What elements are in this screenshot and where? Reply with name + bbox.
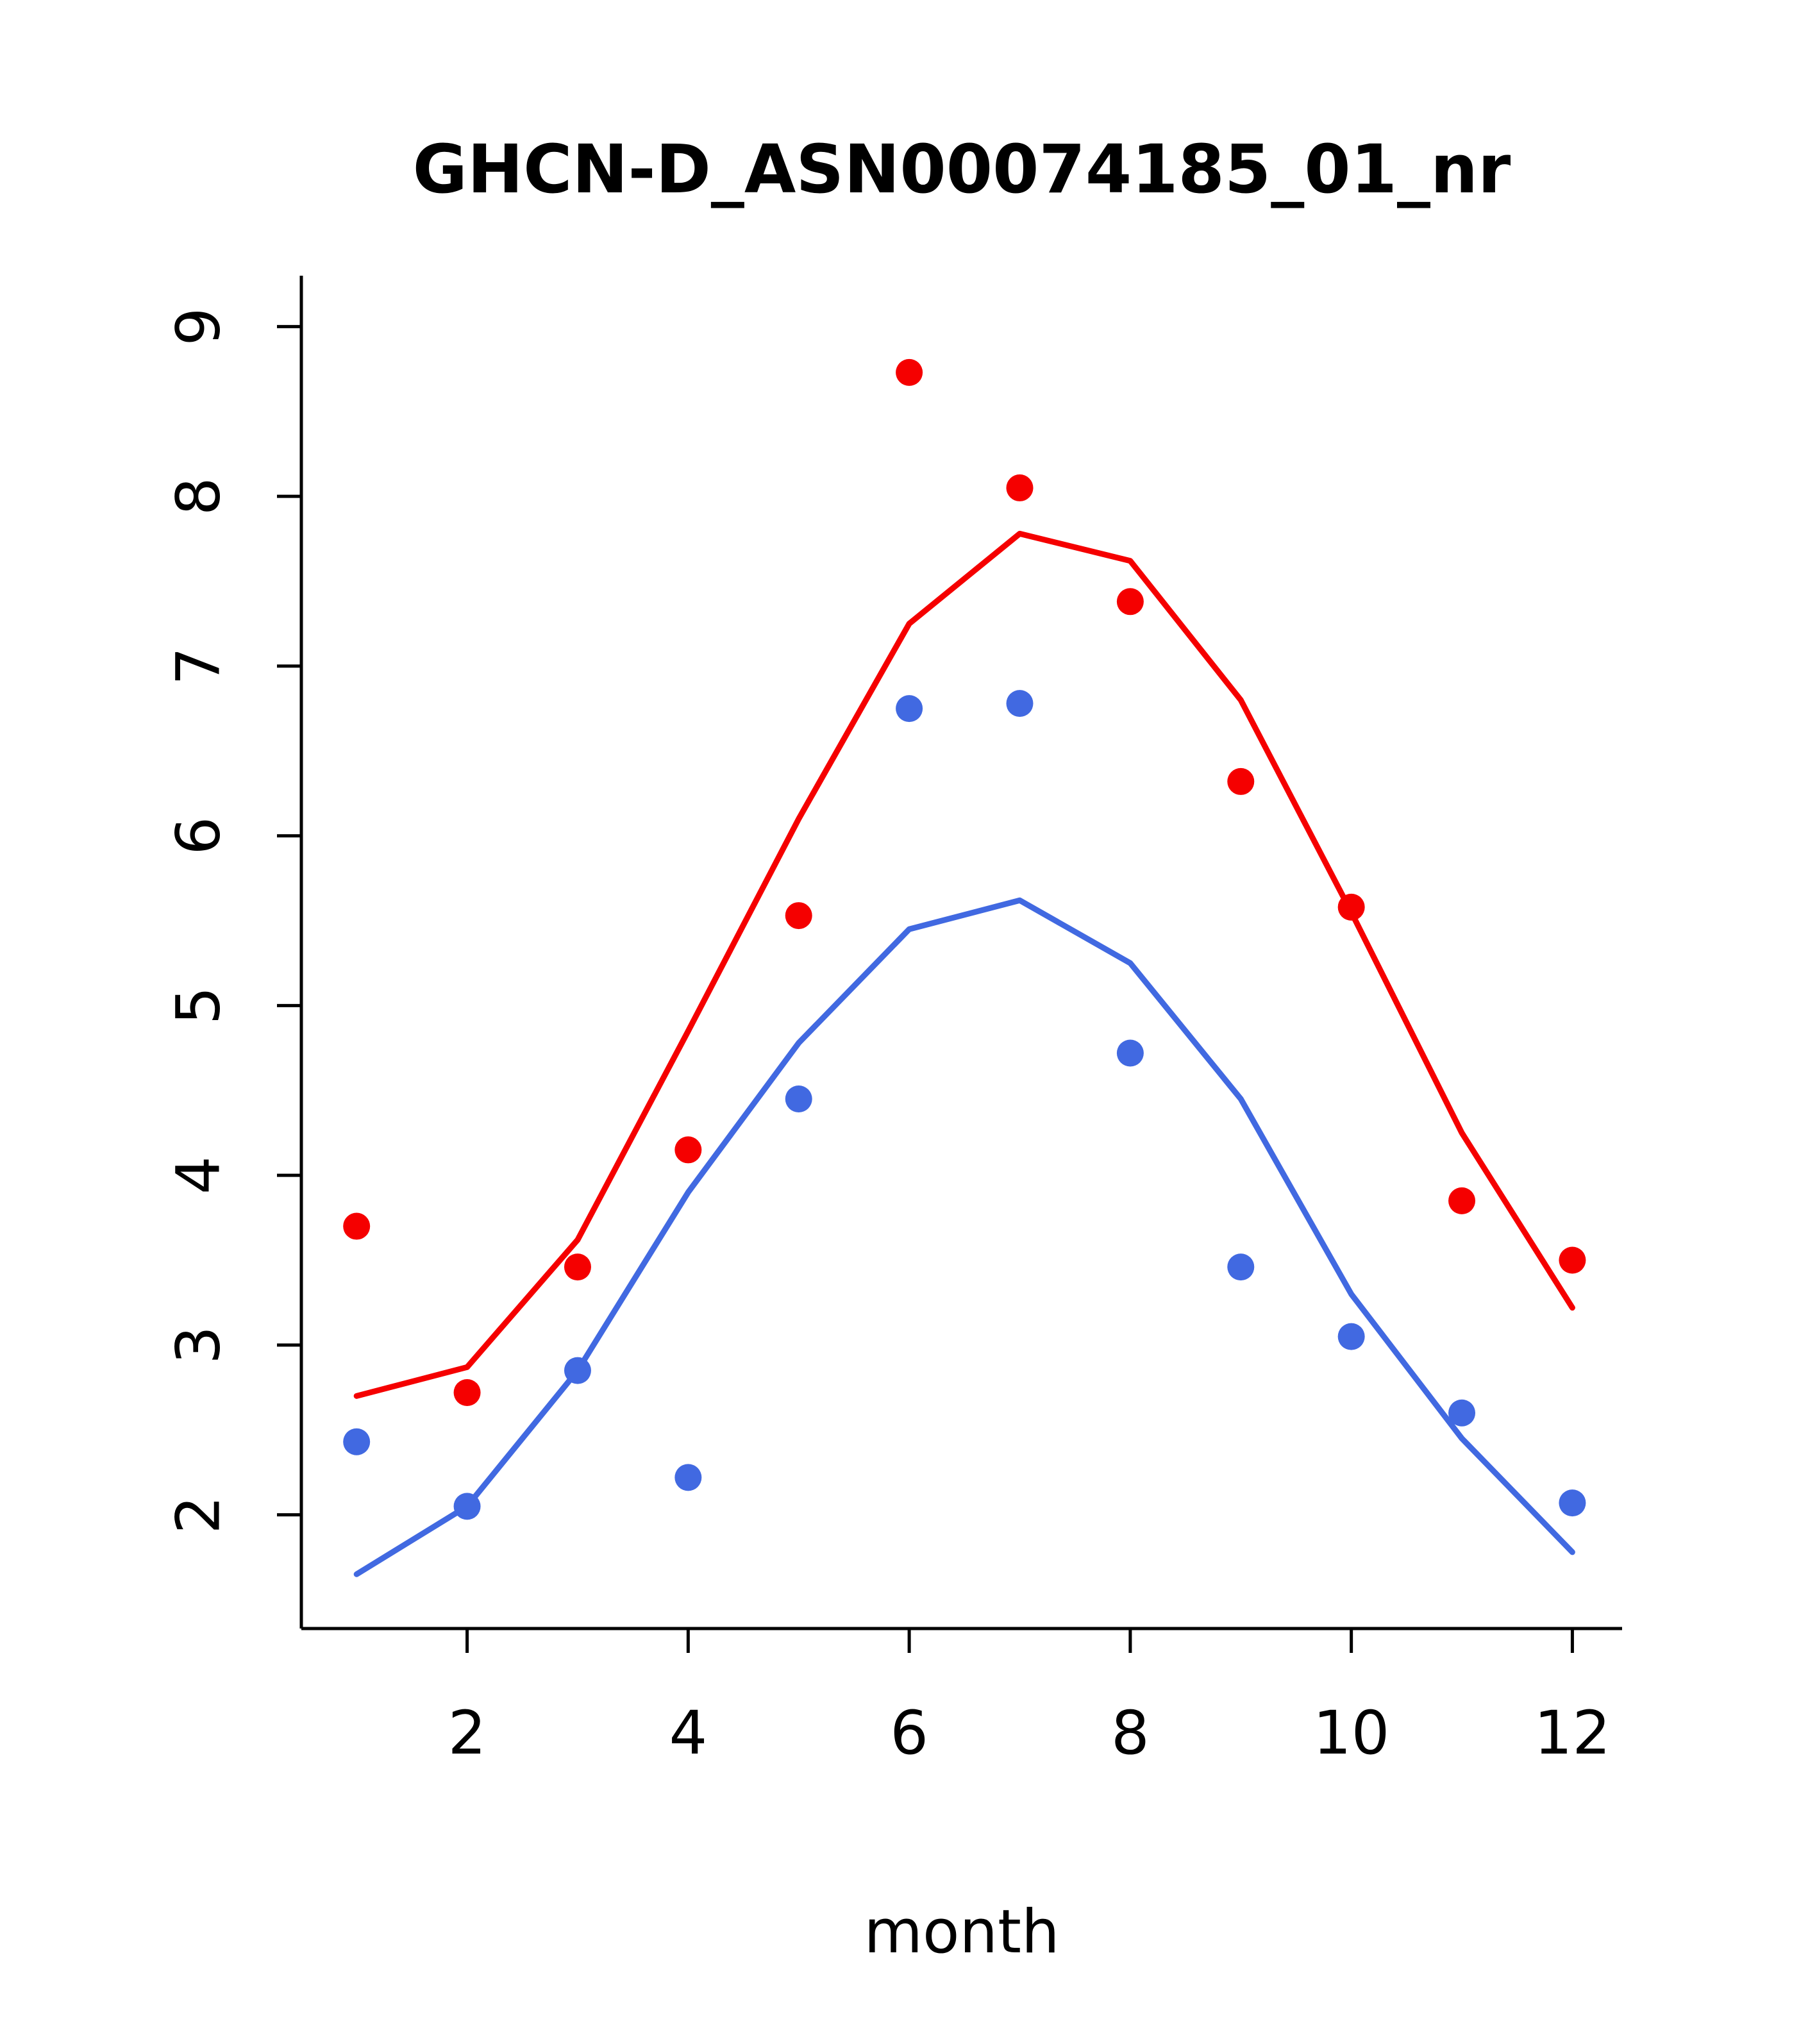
blue-points-marker — [1448, 1399, 1476, 1427]
red-points-marker — [896, 358, 923, 386]
red-points-marker — [564, 1253, 591, 1281]
blue-points-marker — [1559, 1489, 1586, 1517]
red-points-marker — [1448, 1187, 1476, 1214]
blue-points-marker — [1006, 690, 1034, 717]
x-tick-label: 6 — [890, 1698, 928, 1768]
blue-points-marker — [1116, 1039, 1144, 1067]
red-points-marker — [1559, 1246, 1586, 1274]
blue-points-marker — [564, 1357, 591, 1384]
x-axis-label: month — [864, 1897, 1059, 1967]
blue-points-marker — [453, 1493, 481, 1520]
x-tick-label: 2 — [448, 1698, 487, 1768]
red-points-marker — [1006, 474, 1034, 501]
red-points-marker — [453, 1379, 481, 1407]
red-points-marker — [674, 1136, 702, 1164]
x-tick-label: 8 — [1111, 1698, 1150, 1768]
y-tick-label: 7 — [164, 647, 234, 685]
axes — [299, 276, 1622, 1630]
y-tick-label: 8 — [164, 477, 234, 515]
red-points-marker — [1116, 588, 1144, 616]
x-tick-label: 4 — [669, 1698, 707, 1768]
blue-points-marker — [674, 1464, 702, 1491]
blue-points-marker — [1227, 1253, 1255, 1281]
red-points-marker — [785, 902, 812, 930]
red-line — [353, 530, 1575, 1399]
y-tick-label: 6 — [164, 817, 234, 855]
blue-points-marker — [343, 1428, 371, 1455]
line-series-layer — [353, 530, 1575, 1577]
y-axis-ticks: 2 3 4 5 6 7 8 9 — [164, 308, 301, 1534]
y-tick-label: 3 — [164, 1326, 234, 1364]
red-points-marker — [1227, 767, 1255, 795]
x-tick-label: 12 — [1534, 1698, 1611, 1768]
blue-points-marker — [1337, 1323, 1365, 1350]
x-axis-ticks: 2 4 6 8 10 12 — [448, 1629, 1611, 1768]
chart-title: GHCN-D_ASN00074185_01_nr — [413, 130, 1511, 208]
y-tick-label: 9 — [164, 308, 234, 346]
y-tick-label: 2 — [164, 1496, 234, 1534]
y-tick-label: 5 — [164, 986, 234, 1025]
blue-points-marker — [896, 695, 923, 723]
red-points-marker — [1337, 893, 1365, 921]
x-tick-label: 10 — [1313, 1698, 1390, 1768]
blue-line — [353, 897, 1575, 1577]
blue-points-marker — [785, 1085, 812, 1113]
y-tick-label: 4 — [164, 1156, 234, 1194]
red-points-marker — [343, 1212, 371, 1240]
scatter-series-layer — [343, 358, 1586, 1520]
